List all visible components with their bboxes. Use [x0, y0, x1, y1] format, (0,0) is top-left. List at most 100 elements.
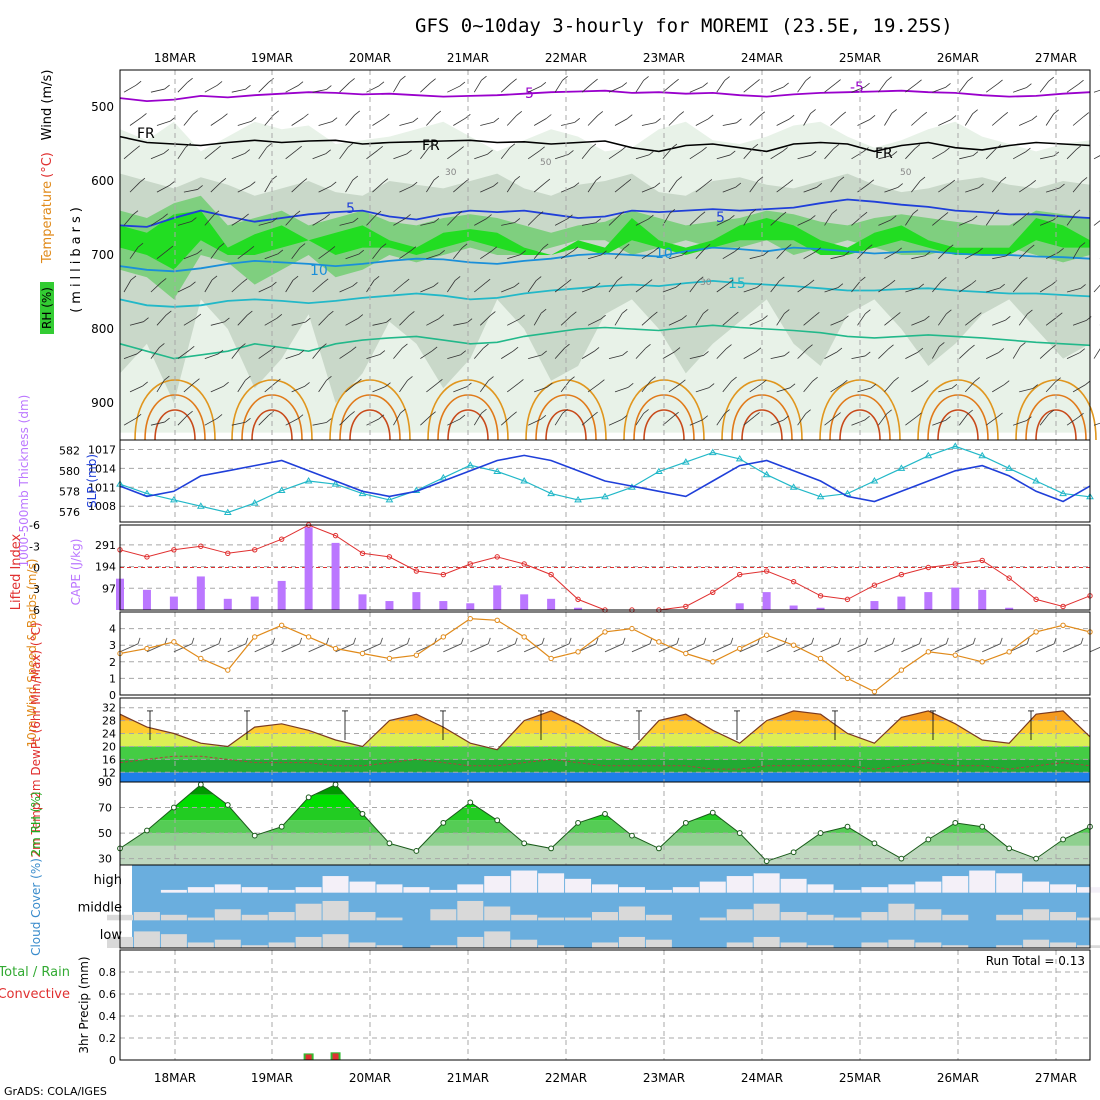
wind-barb-flag — [763, 251, 769, 256]
wind-barb — [884, 187, 898, 193]
wind-barb-flag — [185, 142, 191, 148]
surface-wind-barb — [281, 643, 300, 653]
cloud-cell — [484, 876, 511, 893]
wind-barb-flag — [564, 343, 570, 349]
wind-barb-flag — [539, 146, 545, 152]
wind-barb-flag — [835, 79, 841, 84]
surface-wind-barb — [874, 643, 893, 653]
wind-barb — [581, 147, 592, 160]
wind-barb-flag — [305, 317, 311, 323]
cloud-cell — [484, 931, 511, 948]
cloud-cell — [726, 909, 753, 921]
wind-barb-flag — [356, 378, 362, 384]
wind-barb — [156, 379, 165, 393]
rh-point — [736, 830, 743, 836]
wind-barb — [776, 387, 791, 393]
precip-convective-bar — [305, 1054, 312, 1060]
wind-barb-flag — [459, 81, 466, 87]
wind-barb — [420, 350, 433, 359]
panel-wind: 0 1 2 3 4 10m Wind Speed & Barbs (m/s) — [25, 559, 1100, 747]
wind-barb-flag — [592, 411, 598, 417]
wind-barb — [318, 380, 327, 393]
wind-barb — [905, 416, 917, 426]
cloud-cell — [861, 887, 888, 893]
wind-barb — [635, 283, 648, 293]
wind-barb-flag — [514, 218, 521, 223]
wind-barb-flag — [1076, 144, 1083, 150]
cloud-frame — [119, 864, 1091, 949]
thickness-line — [119, 454, 1091, 503]
wind-barb — [560, 380, 570, 393]
cloud-cell — [645, 939, 672, 948]
surface-wind-barb-flag — [892, 637, 895, 644]
wind-barb-flag — [247, 310, 253, 316]
wind-barb — [527, 280, 537, 293]
cape-bar — [1005, 607, 1014, 610]
wind-barb-flag — [350, 346, 357, 352]
wind-barb-flag — [762, 315, 768, 320]
wind-speed-point — [575, 649, 581, 655]
wind-barb-flag — [1078, 412, 1084, 418]
surface-wind-barb-flag — [245, 637, 249, 644]
wind-barb — [992, 255, 1007, 260]
wind-barb — [932, 420, 946, 426]
wind-barb-flag — [805, 76, 811, 82]
top-date-label: 24MAR — [741, 51, 783, 65]
wind-barb — [722, 122, 737, 126]
wind-barb-flag — [352, 281, 358, 287]
isotherm--5 — [119, 89, 1091, 103]
wind-barb-flag — [135, 413, 142, 419]
cloud-cell — [1050, 912, 1077, 921]
wind-barb — [931, 346, 940, 359]
surface-wind-barb — [847, 643, 866, 653]
precip-tick-label: 0.6 — [99, 988, 117, 1001]
wind-barb — [237, 249, 250, 260]
wind-barb — [938, 119, 952, 126]
top-date-label: 26MAR — [937, 51, 979, 65]
wind-speed-point — [332, 645, 339, 652]
wind-barb-flag — [326, 375, 332, 381]
wind-barb — [689, 419, 703, 426]
wind-barb-flag — [1032, 384, 1039, 389]
wind-barb — [561, 121, 575, 126]
wind-barb-flag — [601, 250, 607, 256]
wind-barb-flag — [407, 376, 413, 381]
wind-barb — [878, 155, 893, 160]
surface-wind-barb — [1062, 643, 1082, 653]
cloud-cell — [780, 878, 807, 893]
rh-tick-label: 90 — [98, 776, 112, 789]
rh-point — [1060, 836, 1066, 843]
wind-barb-flag — [433, 282, 439, 287]
wind-barb-flag — [542, 243, 549, 249]
wind-barb — [533, 312, 542, 326]
precip-tick-label: 0.4 — [99, 1010, 117, 1023]
wind-barb — [716, 154, 731, 160]
wind-barb — [965, 316, 977, 326]
wind-barb-flag — [1081, 177, 1088, 182]
wind-barb-flag — [654, 182, 661, 188]
wind-barb-flag — [843, 251, 850, 256]
wind-barb-flag — [831, 209, 838, 214]
wind-barb-flag — [893, 377, 899, 382]
wind-barb — [291, 386, 305, 393]
wind-barb — [533, 182, 546, 193]
wind-barb-flag — [481, 75, 487, 81]
cloud-cell — [1023, 881, 1050, 893]
isotherm-20 — [119, 324, 1091, 360]
wind-speed-point — [494, 617, 500, 623]
cloud-cell — [1023, 939, 1050, 948]
bottom-date-label: 20MAR — [349, 1071, 391, 1085]
wind-barb — [506, 114, 518, 126]
cloud-cell — [942, 914, 969, 921]
wind-barb-flag — [546, 114, 552, 119]
wind-barb-flag — [783, 82, 789, 88]
slp-point — [924, 451, 933, 459]
wind-barb — [177, 285, 191, 293]
wind-barb-flag — [326, 85, 332, 90]
contour-label: 50 — [900, 168, 912, 178]
rh-point — [602, 811, 608, 817]
wind-barb — [608, 150, 621, 160]
wind-barb — [824, 213, 833, 226]
wind-barb — [177, 221, 192, 226]
wind-barb — [183, 253, 198, 260]
